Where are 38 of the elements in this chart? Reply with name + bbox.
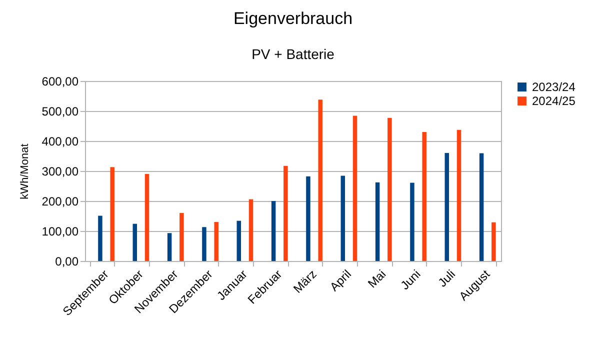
y-tick-label: 500,00 [42,104,79,118]
x-tick-label: Juli [435,267,458,290]
bar [492,222,496,261]
bar [214,222,218,261]
bar [271,201,276,261]
bar [236,220,241,261]
y-tick-label: 0,00 [55,254,79,268]
bar [444,153,449,261]
bar [352,116,358,261]
bar [202,227,206,261]
bar [479,153,484,261]
x-tick-label: Mai [365,267,389,291]
bar [98,216,102,261]
bar [110,167,114,261]
bar [318,100,322,261]
chart-title: Eigenverbrauch [233,9,353,28]
y-tick-label: 100,00 [42,224,79,238]
y-tick-label: 200,00 [42,194,79,208]
bar [410,182,414,261]
bar [144,174,150,261]
bar [132,224,137,261]
bar [306,176,310,261]
bar [422,132,426,261]
legend-label: 2023/24 [532,80,576,94]
y-tick-label: 600,00 [42,74,79,88]
bar [388,118,392,261]
bar [340,176,345,261]
y-axis-title: kWh/Monat [18,144,31,200]
chart-subtitle: PV + Batterie [252,46,335,62]
y-tick-label: 300,00 [42,164,79,178]
y-tick-label: 400,00 [42,134,79,148]
bar [375,182,380,261]
bar [167,233,172,261]
legend-label: 2024/25 [532,94,576,108]
bar [456,130,462,261]
bar [248,199,254,261]
bar [180,213,184,261]
bar [284,166,288,261]
